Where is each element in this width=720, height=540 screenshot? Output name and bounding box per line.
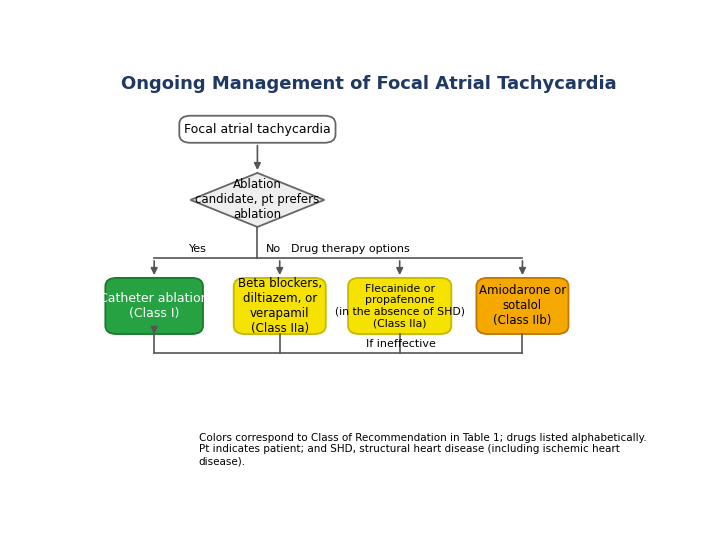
- Text: Amiodarone or
sotalol
(Class IIb): Amiodarone or sotalol (Class IIb): [479, 285, 566, 327]
- FancyBboxPatch shape: [348, 278, 451, 334]
- Text: Catheter ablation
(Class I): Catheter ablation (Class I): [99, 292, 209, 320]
- Text: Colors correspond to Class of Recommendation in Table 1; drugs listed alphabetic: Colors correspond to Class of Recommenda…: [199, 433, 647, 466]
- Text: Yes: Yes: [189, 244, 207, 254]
- FancyBboxPatch shape: [179, 116, 336, 143]
- FancyBboxPatch shape: [105, 278, 203, 334]
- Text: Flecainide or
propafenone
(in the absence of SHD)
(Class IIa): Flecainide or propafenone (in the absenc…: [335, 284, 464, 328]
- FancyBboxPatch shape: [477, 278, 569, 334]
- Polygon shape: [190, 173, 324, 227]
- Text: If ineffective: If ineffective: [366, 339, 436, 349]
- Text: Focal atrial tachycardia: Focal atrial tachycardia: [184, 123, 330, 136]
- Text: Ablation
candidate, pt prefers
ablation: Ablation candidate, pt prefers ablation: [195, 178, 320, 221]
- FancyBboxPatch shape: [234, 278, 325, 334]
- Text: Beta blockers,
diltiazem, or
verapamil
(Class IIa): Beta blockers, diltiazem, or verapamil (…: [238, 277, 322, 335]
- Text: No: No: [266, 244, 281, 254]
- Text: Ongoing Management of Focal Atrial Tachycardia: Ongoing Management of Focal Atrial Tachy…: [121, 75, 617, 92]
- Text: Drug therapy options: Drug therapy options: [292, 244, 410, 254]
